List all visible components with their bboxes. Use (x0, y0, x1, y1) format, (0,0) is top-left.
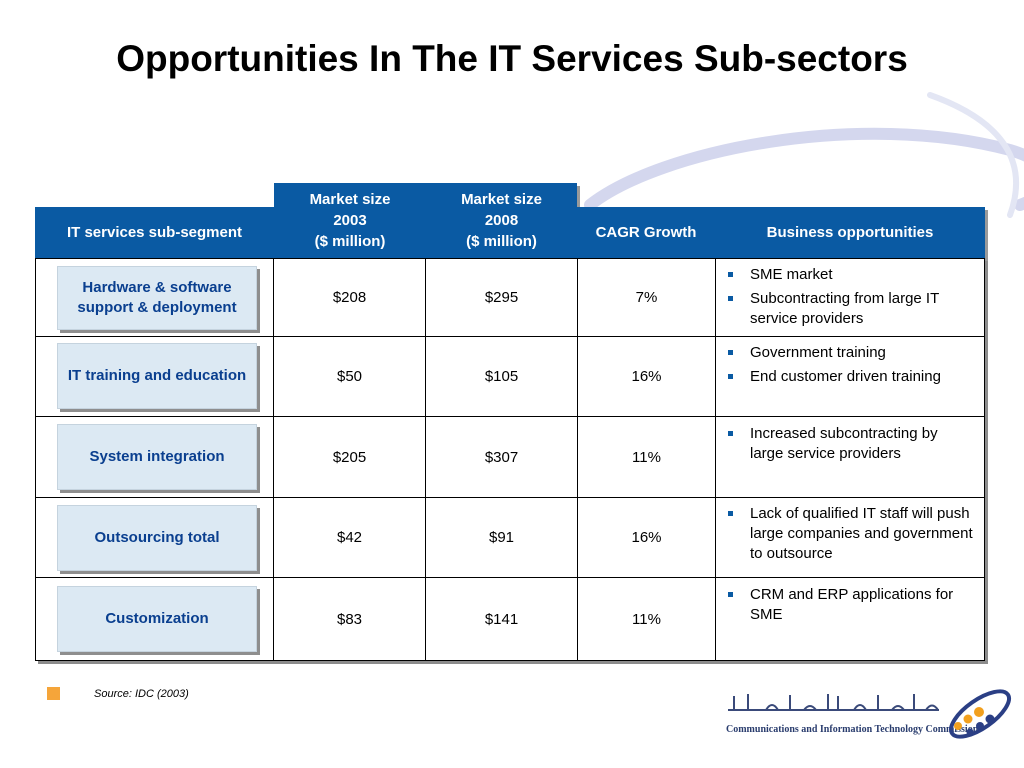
square-bullet-icon (728, 350, 733, 355)
segment-label-box: Hardware & software support & deployment (57, 266, 257, 330)
cagr-cell: 16% (631, 368, 662, 385)
page-title: Opportunities In The IT Services Sub-sec… (116, 38, 908, 79)
opportunities-list: SME market Subcontracting from large IT … (724, 265, 974, 333)
segment-label-box: Customization (57, 586, 257, 652)
header-2008-line2: 2008 (484, 212, 519, 229)
row-divider (35, 497, 985, 498)
segment-label: Customization (105, 610, 209, 627)
opportunity-text: Lack of qualified IT staff will push lar… (750, 505, 973, 562)
header-market-size-2003: Market size 2003 ($ million) (274, 183, 426, 258)
market-size-2003-cell: $50 (336, 368, 363, 385)
cagr-cell: 11% (632, 610, 661, 628)
column-divider (715, 258, 716, 661)
square-bullet-icon (728, 431, 733, 436)
list-item: Government training (724, 343, 974, 363)
citc-logo: Communications and Information Technolog… (726, 686, 1016, 746)
header-cagr: CAGR Growth (577, 207, 715, 258)
header-segment-label: IT services sub-segment (66, 224, 243, 241)
header-2008-line3: ($ million) (466, 233, 537, 250)
logo-english-text: Communications and Information Technolog… (726, 724, 979, 735)
market-size-2003-cell: $42 (336, 529, 363, 546)
market-size-2008-cell: $105 (484, 368, 519, 385)
opportunity-text: Subcontracting from large IT service pro… (750, 290, 939, 327)
segment-label-box: System integration (57, 424, 257, 490)
column-divider (273, 258, 274, 661)
opportunities-list: Government training End customer driven … (724, 343, 974, 391)
market-size-2008-cell: $295 (484, 288, 519, 306)
segment-label: IT training and education (67, 367, 247, 384)
list-item: Subcontracting from large IT service pro… (724, 289, 974, 329)
cagr-cell: 7% (635, 288, 658, 306)
opportunity-text: Government training (750, 344, 886, 361)
source-note: Source: IDC (2003) (94, 688, 189, 700)
header-opportunities-label: Business opportunities (766, 224, 934, 241)
list-item: Lack of qualified IT staff will push lar… (724, 504, 974, 564)
logo-emblem-icon (949, 689, 1011, 739)
square-bullet-icon (728, 511, 733, 516)
header-2003-line2: 2003 (333, 212, 367, 229)
opportunities-list: Increased subcontracting by large servic… (724, 424, 974, 468)
market-size-2003-cell: $83 (336, 610, 363, 628)
list-item: Increased subcontracting by large servic… (724, 424, 974, 464)
arabic-logotype (728, 694, 939, 711)
square-bullet-icon (728, 272, 733, 277)
header-2008-line1: Market size (461, 191, 542, 208)
row-divider (35, 336, 985, 337)
market-size-2003-cell: $205 (332, 448, 367, 466)
opportunity-text: End customer driven training (750, 368, 941, 385)
opportunity-text: CRM and ERP applications for SME (750, 586, 954, 623)
column-divider (425, 258, 426, 661)
header-segment: IT services sub-segment (35, 207, 274, 258)
header-2003-line1: Market size (309, 191, 391, 208)
market-size-2008-cell: $307 (484, 448, 519, 466)
column-divider (577, 258, 578, 661)
row-divider (35, 577, 985, 578)
cagr-cell: 11% (632, 448, 661, 466)
opportunity-text: Increased subcontracting by large servic… (750, 425, 938, 462)
opportunities-list: CRM and ERP applications for SME (724, 585, 974, 629)
square-bullet-icon (728, 592, 733, 597)
opportunity-text: SME market (750, 266, 833, 283)
square-bullet-icon (728, 374, 733, 379)
header-opportunities: Business opportunities (715, 207, 985, 258)
market-size-2003-cell: $208 (332, 288, 367, 306)
segment-label: System integration (89, 448, 225, 465)
segment-label: Outsourcing total (94, 529, 220, 546)
segment-label-box: IT training and education (57, 343, 257, 409)
list-item: CRM and ERP applications for SME (724, 585, 974, 625)
segment-label-box: Outsourcing total (57, 505, 257, 571)
segment-label: Hardware & software support & deployment (77, 279, 237, 316)
cagr-cell: 16% (631, 529, 662, 546)
list-item: SME market (724, 265, 974, 285)
header-2003-line3: ($ million) (314, 233, 386, 250)
market-size-2008-cell: $141 (484, 610, 519, 628)
market-size-2008-cell: $91 (488, 529, 515, 546)
header-market-size-2008: Market size 2008 ($ million) (426, 183, 577, 258)
opportunities-list: Lack of qualified IT staff will push lar… (724, 504, 974, 568)
list-item: End customer driven training (724, 367, 974, 387)
row-divider (35, 416, 985, 417)
square-bullet-icon (728, 296, 733, 301)
header-cagr-label: CAGR Growth (595, 224, 697, 241)
source-marker-icon (47, 687, 60, 700)
